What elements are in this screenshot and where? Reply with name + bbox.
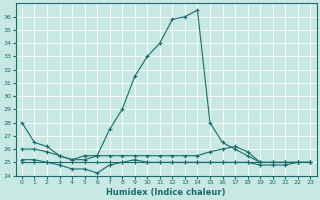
X-axis label: Humidex (Indice chaleur): Humidex (Indice chaleur) [106,188,226,197]
